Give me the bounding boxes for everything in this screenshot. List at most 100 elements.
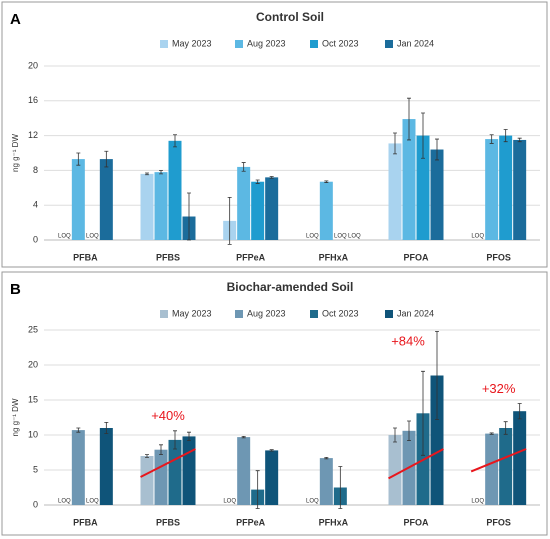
error-bar [104, 422, 109, 434]
error-bar [173, 430, 177, 450]
bar [168, 140, 182, 240]
y-axis-label: ng g⁻¹ DW [11, 398, 20, 436]
bar [319, 458, 333, 505]
trend-label: +84% [391, 333, 425, 348]
error-bar [489, 134, 494, 144]
y-tick-label: 5 [33, 464, 38, 474]
loq-label: LOQ [223, 499, 236, 505]
error-bar [145, 454, 149, 458]
error-bar [173, 134, 177, 148]
loq-label: LOQ [86, 234, 99, 240]
bar [430, 375, 444, 505]
error-bar [104, 150, 109, 168]
legend-swatch [160, 310, 168, 318]
y-tick-label: 0 [33, 234, 38, 244]
error-bar [324, 180, 329, 183]
error-bar [421, 112, 425, 159]
x-tick-label: PFBA [73, 252, 98, 262]
y-tick-label: 0 [33, 499, 38, 509]
legend-swatch [310, 310, 318, 318]
bar [140, 173, 154, 240]
bar [154, 172, 168, 240]
x-tick-label: PFBS [156, 252, 180, 262]
error-bar [393, 427, 397, 443]
trend-line [470, 448, 527, 473]
y-tick-label: 20 [28, 60, 38, 70]
x-tick-label: PFOS [486, 517, 511, 527]
bar [265, 450, 279, 505]
y-axis-label: ng g⁻¹ DW [11, 134, 20, 172]
loq-label: LOQ [348, 234, 361, 240]
y-tick-label: 10 [28, 429, 38, 439]
y-tick-label: 8 [33, 165, 38, 175]
legend-label: Oct 2023 [322, 308, 359, 318]
legend-swatch [160, 40, 168, 48]
error-bar [76, 152, 81, 166]
error-bar [227, 196, 232, 245]
bar [485, 139, 499, 240]
legend-swatch [235, 40, 243, 48]
x-tick-label: PFOA [403, 252, 429, 262]
error-bar [159, 444, 163, 455]
x-tick-label: PFOA [403, 517, 429, 527]
legend-swatch [310, 40, 318, 48]
loq-label: LOQ [306, 499, 319, 505]
legend-label: Jan 2024 [397, 308, 434, 318]
loq-label: LOQ [334, 234, 347, 240]
error-bar [324, 457, 329, 460]
error-bar [421, 370, 425, 456]
panel-frame [1, 271, 548, 536]
error-bar [187, 431, 191, 441]
error-bar [187, 192, 191, 241]
error-bar [269, 176, 274, 179]
error-bar [517, 137, 522, 143]
bar [513, 411, 527, 505]
y-tick-label: 4 [33, 200, 38, 210]
bar [265, 177, 279, 240]
x-tick-label: PFBS [156, 517, 180, 527]
bar [168, 439, 182, 505]
error-bar [435, 331, 439, 420]
x-tick-label: PFPeA [236, 252, 266, 262]
trend-label: +32% [482, 381, 516, 396]
error-bar [435, 138, 439, 161]
trend-line [388, 448, 444, 480]
loq-label: LOQ [86, 499, 99, 505]
bar [71, 159, 85, 240]
y-tick-label: 15 [28, 394, 38, 404]
bar [182, 436, 196, 505]
bar [237, 437, 251, 505]
trend-label: +40% [151, 408, 185, 423]
loq-label: LOQ [306, 234, 319, 240]
bar [99, 428, 113, 505]
legend-label: Jan 2024 [397, 38, 434, 48]
bar [251, 181, 265, 240]
error-bar [517, 403, 522, 420]
panel-label: B [10, 281, 21, 298]
bar [388, 143, 402, 240]
y-tick-label: 16 [28, 95, 38, 105]
bar [388, 435, 402, 505]
bar [140, 456, 154, 505]
chart-title: Control Soil [256, 10, 324, 24]
x-tick-label: PFHxA [319, 252, 349, 262]
error-bar [241, 436, 246, 439]
chart-title: Biochar-amended Soil [227, 280, 354, 294]
loq-label: LOQ [471, 499, 484, 505]
bar [485, 433, 499, 505]
bar [499, 135, 513, 240]
x-tick-label: PFPeA [236, 517, 266, 527]
panel-label: A [10, 11, 21, 28]
error-bar [255, 470, 260, 509]
y-tick-label: 12 [28, 130, 38, 140]
bar [237, 166, 251, 240]
error-bar [338, 466, 343, 509]
loq-label: LOQ [58, 499, 71, 505]
loq-label: LOQ [58, 234, 71, 240]
bar [499, 428, 513, 505]
error-bar [159, 170, 163, 175]
trend-line [140, 448, 196, 478]
y-tick-label: 20 [28, 359, 38, 369]
legend-label: May 2023 [172, 38, 212, 48]
